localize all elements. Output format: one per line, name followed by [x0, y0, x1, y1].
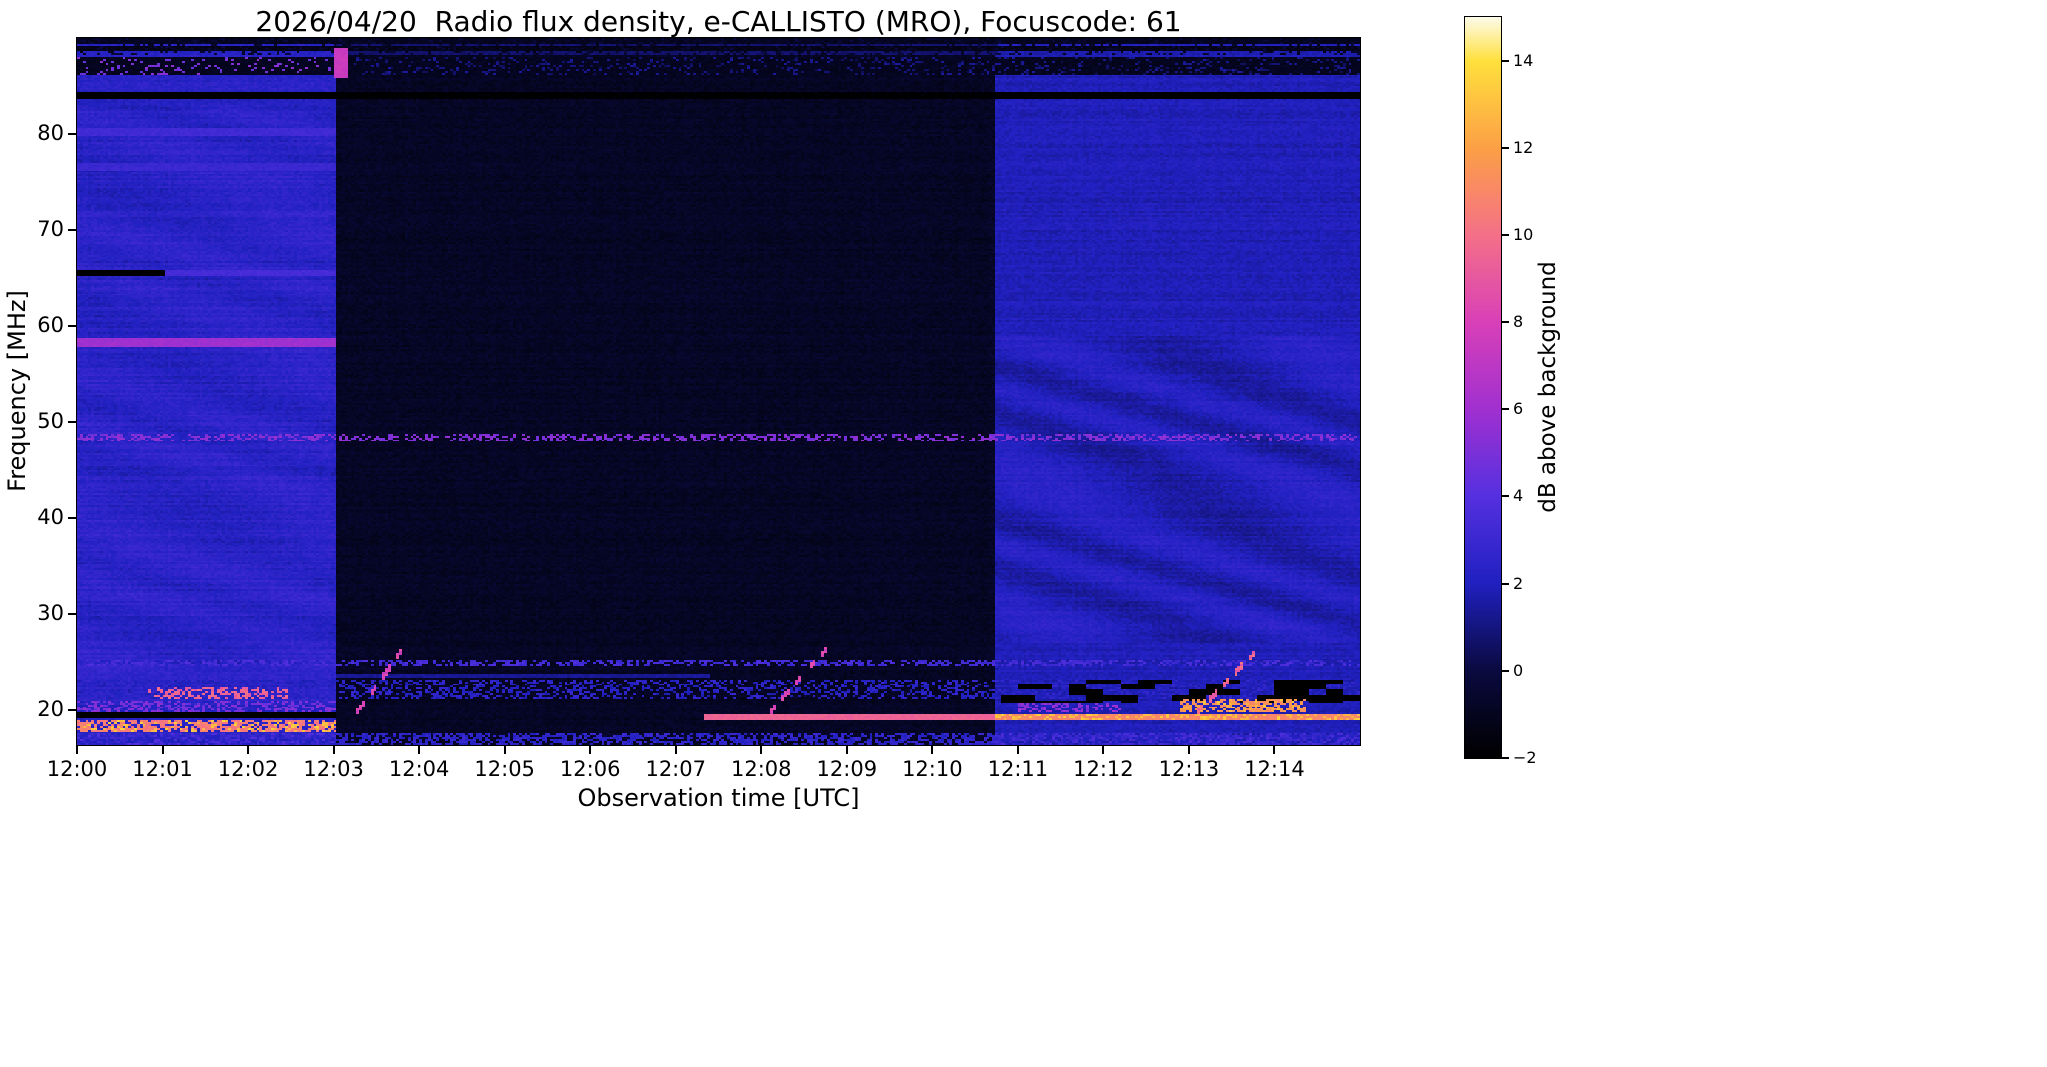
- x-axis-label: Observation time [UTC]: [577, 784, 860, 812]
- colorbar: [1464, 16, 1502, 759]
- colorbar-label: dB above background: [1535, 261, 1561, 513]
- x-tick-mark: [589, 746, 592, 754]
- spectrogram-canvas: [77, 38, 1360, 745]
- x-tick-mark: [931, 746, 934, 754]
- x-tick-label: 12:02: [217, 757, 279, 781]
- x-tick-label: 12:11: [987, 757, 1049, 781]
- colorbar-tick-mark: [1502, 408, 1509, 411]
- x-tick-label: 12:07: [645, 757, 706, 781]
- colorbar-tick-label: 0: [1513, 660, 1524, 680]
- x-tick-label: 12:01: [132, 757, 193, 781]
- colorbar-tick-mark: [1502, 757, 1509, 759]
- colorbar-canvas: [1465, 17, 1501, 758]
- x-tick-mark: [1016, 746, 1019, 754]
- x-tick-mark: [1273, 746, 1276, 754]
- y-tick-label: 80: [37, 121, 64, 146]
- y-tick-mark: [68, 325, 76, 328]
- colorbar-tick-mark: [1502, 321, 1509, 324]
- x-tick-mark: [161, 746, 164, 754]
- y-tick-mark: [68, 517, 76, 520]
- x-tick-label: 12:14: [1244, 757, 1305, 781]
- colorbar-tick-mark: [1502, 233, 1509, 236]
- y-tick-mark: [68, 613, 76, 616]
- colorbar-tick-label: −2: [1513, 748, 1537, 767]
- y-tick-label: 20: [37, 697, 64, 722]
- x-tick-mark: [1102, 746, 1105, 754]
- x-tick-label: 12:13: [1158, 757, 1220, 781]
- colorbar-tick-label: 10: [1513, 224, 1534, 244]
- y-axis-label: Frequency [MHz]: [3, 290, 31, 492]
- y-tick-label: 70: [37, 217, 64, 242]
- y-tick-label: 60: [37, 313, 64, 338]
- colorbar-tick-mark: [1502, 59, 1509, 62]
- y-tick-mark: [68, 709, 76, 712]
- y-tick-label: 30: [37, 601, 64, 626]
- plot-area: [76, 37, 1361, 746]
- colorbar-tick-mark: [1502, 669, 1509, 672]
- x-tick-label: 12:10: [902, 757, 963, 781]
- colorbar-tick-label: 8: [1513, 312, 1524, 332]
- x-tick-mark: [845, 746, 848, 754]
- x-tick-label: 12:00: [46, 757, 108, 781]
- y-tick-mark: [68, 229, 76, 232]
- x-tick-label: 12:05: [474, 757, 535, 781]
- x-tick-label: 12:03: [303, 757, 364, 781]
- colorbar-tick-label: 4: [1513, 486, 1524, 506]
- x-tick-mark: [760, 746, 763, 754]
- x-tick-mark: [503, 746, 506, 754]
- y-tick-label: 40: [37, 505, 64, 530]
- x-tick-mark: [1187, 746, 1190, 754]
- colorbar-tick-label: 6: [1513, 399, 1524, 419]
- y-tick-label: 50: [37, 409, 64, 434]
- x-tick-mark: [332, 746, 335, 754]
- x-tick-mark: [674, 746, 677, 754]
- colorbar-tick-mark: [1502, 495, 1509, 498]
- x-tick-label: 12:08: [731, 757, 792, 781]
- x-tick-mark: [76, 746, 78, 754]
- chart-title: 2026/04/20 Radio flux density, e-CALLIST…: [255, 5, 1182, 38]
- x-tick-mark: [247, 746, 250, 754]
- x-tick-label: 12:04: [388, 757, 450, 781]
- colorbar-tick-mark: [1502, 146, 1509, 149]
- colorbar-tick-mark: [1502, 582, 1509, 585]
- colorbar-tick-label: 14: [1513, 50, 1534, 70]
- x-tick-label: 12:09: [816, 757, 878, 781]
- y-tick-mark: [68, 421, 76, 424]
- x-tick-label: 12:12: [1073, 757, 1134, 781]
- colorbar-tick-label: 12: [1513, 137, 1534, 157]
- x-tick-mark: [418, 746, 421, 754]
- x-tick-label: 12:06: [559, 757, 621, 781]
- y-tick-mark: [68, 133, 76, 136]
- colorbar-tick-label: 2: [1513, 573, 1524, 593]
